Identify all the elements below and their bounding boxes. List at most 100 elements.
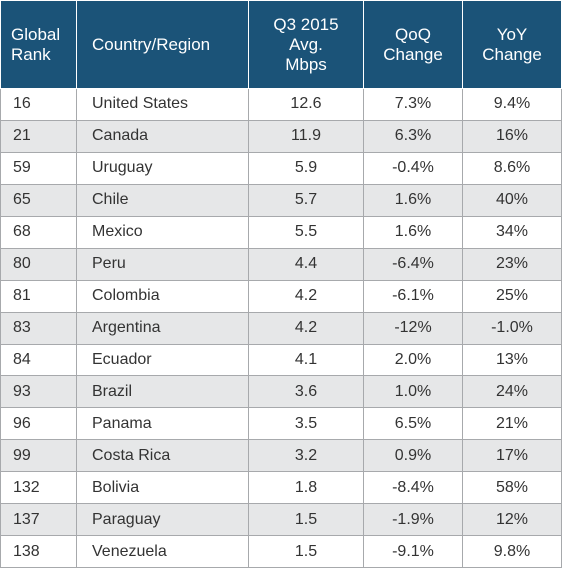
cell-global-rank: 132 <box>0 471 77 505</box>
header-line: Global <box>11 24 61 44</box>
cell-country: Ecuador <box>76 343 249 377</box>
cell-qoq-change: 0.9% <box>363 439 463 473</box>
cell-country: Bolivia <box>76 471 249 505</box>
cell-avg-mbps: 3.2 <box>248 439 364 473</box>
cell-qoq-change: 1.6% <box>363 215 463 249</box>
cell-qoq-change: 2.0% <box>363 343 463 377</box>
cell-yoy-change: 9.8% <box>462 535 562 569</box>
header-line: YoY <box>496 24 528 44</box>
header-line: QoQ <box>395 24 431 44</box>
header-line: Country/Region <box>92 34 211 54</box>
cell-yoy-change: 58% <box>462 471 562 505</box>
table-row: 21 Canada 11.9 6.3% 16% <box>0 119 562 153</box>
cell-avg-mbps: 4.4 <box>248 247 364 281</box>
cell-avg-mbps: 4.1 <box>248 343 364 377</box>
cell-country: Mexico <box>76 215 249 249</box>
cell-country: Chile <box>76 183 249 217</box>
cell-avg-mbps: 1.5 <box>248 535 364 569</box>
cell-yoy-change: 40% <box>462 183 562 217</box>
table-row: 81 Colombia 4.2 -6.1% 25% <box>0 279 562 313</box>
cell-avg-mbps: 1.8 <box>248 471 364 505</box>
header-avg-mbps: Q3 2015 Avg. Mbps <box>248 0 364 89</box>
cell-global-rank: 96 <box>0 407 77 441</box>
cell-avg-mbps: 3.5 <box>248 407 364 441</box>
cell-global-rank: 65 <box>0 183 77 217</box>
cell-country: Paraguay <box>76 503 249 537</box>
table-row: 80 Peru 4.4 -6.4% 23% <box>0 247 562 281</box>
cell-avg-mbps: 5.5 <box>248 215 364 249</box>
table-header: Global Rank Country/Region Q3 2015 Avg. … <box>0 0 562 89</box>
cell-qoq-change: 1.0% <box>363 375 463 409</box>
table-row: 93 Brazil 3.6 1.0% 24% <box>0 375 562 409</box>
cell-yoy-change: 9.4% <box>462 88 562 121</box>
header-line: Rank <box>11 44 51 64</box>
table-row: 96 Panama 3.5 6.5% 21% <box>0 407 562 441</box>
table-row: 137 Paraguay 1.5 -1.9% 12% <box>0 503 562 537</box>
cell-avg-mbps: 4.2 <box>248 311 364 345</box>
cell-global-rank: 84 <box>0 343 77 377</box>
table-body: 16 United States 12.6 7.3% 9.4% 21 Canada 11.9 6… <box>0 88 562 569</box>
table-row: 68 Mexico 5.5 1.6% 34% <box>0 215 562 249</box>
cell-qoq-change: -6.1% <box>363 279 463 313</box>
cell-global-rank: 21 <box>0 119 77 153</box>
cell-avg-mbps: 11.9 <box>248 119 364 153</box>
cell-global-rank: 93 <box>0 375 77 409</box>
header-line: Change <box>383 44 443 64</box>
cell-qoq-change: -1.9% <box>363 503 463 537</box>
cell-qoq-change: -0.4% <box>363 151 463 185</box>
cell-qoq-change: -6.4% <box>363 247 463 281</box>
cell-country: Venezuela <box>76 535 249 569</box>
cell-yoy-change: 21% <box>462 407 562 441</box>
cell-global-rank: 80 <box>0 247 77 281</box>
table-row: 59 Uruguay 5.9 -0.4% 8.6% <box>0 151 562 185</box>
header-country-region: Country/Region <box>76 0 249 89</box>
cell-avg-mbps: 5.7 <box>248 183 364 217</box>
cell-avg-mbps: 4.2 <box>248 279 364 313</box>
cell-yoy-change: 12% <box>462 503 562 537</box>
cell-global-rank: 137 <box>0 503 77 537</box>
header-yoy-change: YoY Change <box>462 0 562 89</box>
table-row: 83 Argentina 4.2 -12% -1.0% <box>0 311 562 345</box>
table-row: 16 United States 12.6 7.3% 9.4% <box>0 88 562 121</box>
cell-yoy-change: 13% <box>462 343 562 377</box>
cell-avg-mbps: 1.5 <box>248 503 364 537</box>
cell-yoy-change: 8.6% <box>462 151 562 185</box>
cell-global-rank: 59 <box>0 151 77 185</box>
header-qoq-change: QoQ Change <box>363 0 463 89</box>
cell-country: Canada <box>76 119 249 153</box>
cell-yoy-change: 24% <box>462 375 562 409</box>
cell-global-rank: 138 <box>0 535 77 569</box>
table-row: 138 Venezuela 1.5 -9.1% 9.8% <box>0 535 562 569</box>
table-row: 132 Bolivia 1.8 -8.4% 58% <box>0 471 562 505</box>
cell-yoy-change: 17% <box>462 439 562 473</box>
header-row: Global Rank Country/Region Q3 2015 Avg. … <box>0 0 562 89</box>
table-row: 99 Costa Rica 3.2 0.9% 17% <box>0 439 562 473</box>
cell-country: Brazil <box>76 375 249 409</box>
cell-avg-mbps: 5.9 <box>248 151 364 185</box>
cell-global-rank: 68 <box>0 215 77 249</box>
cell-country: United States <box>76 88 249 121</box>
cell-yoy-change: -1.0% <box>462 311 562 345</box>
header-line: Avg. <box>289 34 323 54</box>
cell-avg-mbps: 3.6 <box>248 375 364 409</box>
cell-global-rank: 99 <box>0 439 77 473</box>
cell-yoy-change: 25% <box>462 279 562 313</box>
cell-qoq-change: -8.4% <box>363 471 463 505</box>
header-line: Mbps <box>285 54 327 74</box>
cell-yoy-change: 23% <box>462 247 562 281</box>
cell-global-rank: 16 <box>0 88 77 121</box>
cell-qoq-change: 7.3% <box>363 88 463 121</box>
header-global-rank: Global Rank <box>0 0 77 89</box>
cell-qoq-change: 6.3% <box>363 119 463 153</box>
cell-qoq-change: 6.5% <box>363 407 463 441</box>
header-line: Q3 2015 <box>273 14 339 34</box>
cell-qoq-change: -9.1% <box>363 535 463 569</box>
cell-qoq-change: 1.6% <box>363 183 463 217</box>
cell-country: Costa Rica <box>76 439 249 473</box>
cell-yoy-change: 34% <box>462 215 562 249</box>
cell-country: Colombia <box>76 279 249 313</box>
cell-country: Uruguay <box>76 151 249 185</box>
header-line: Change <box>482 44 542 64</box>
cell-country: Argentina <box>76 311 249 345</box>
